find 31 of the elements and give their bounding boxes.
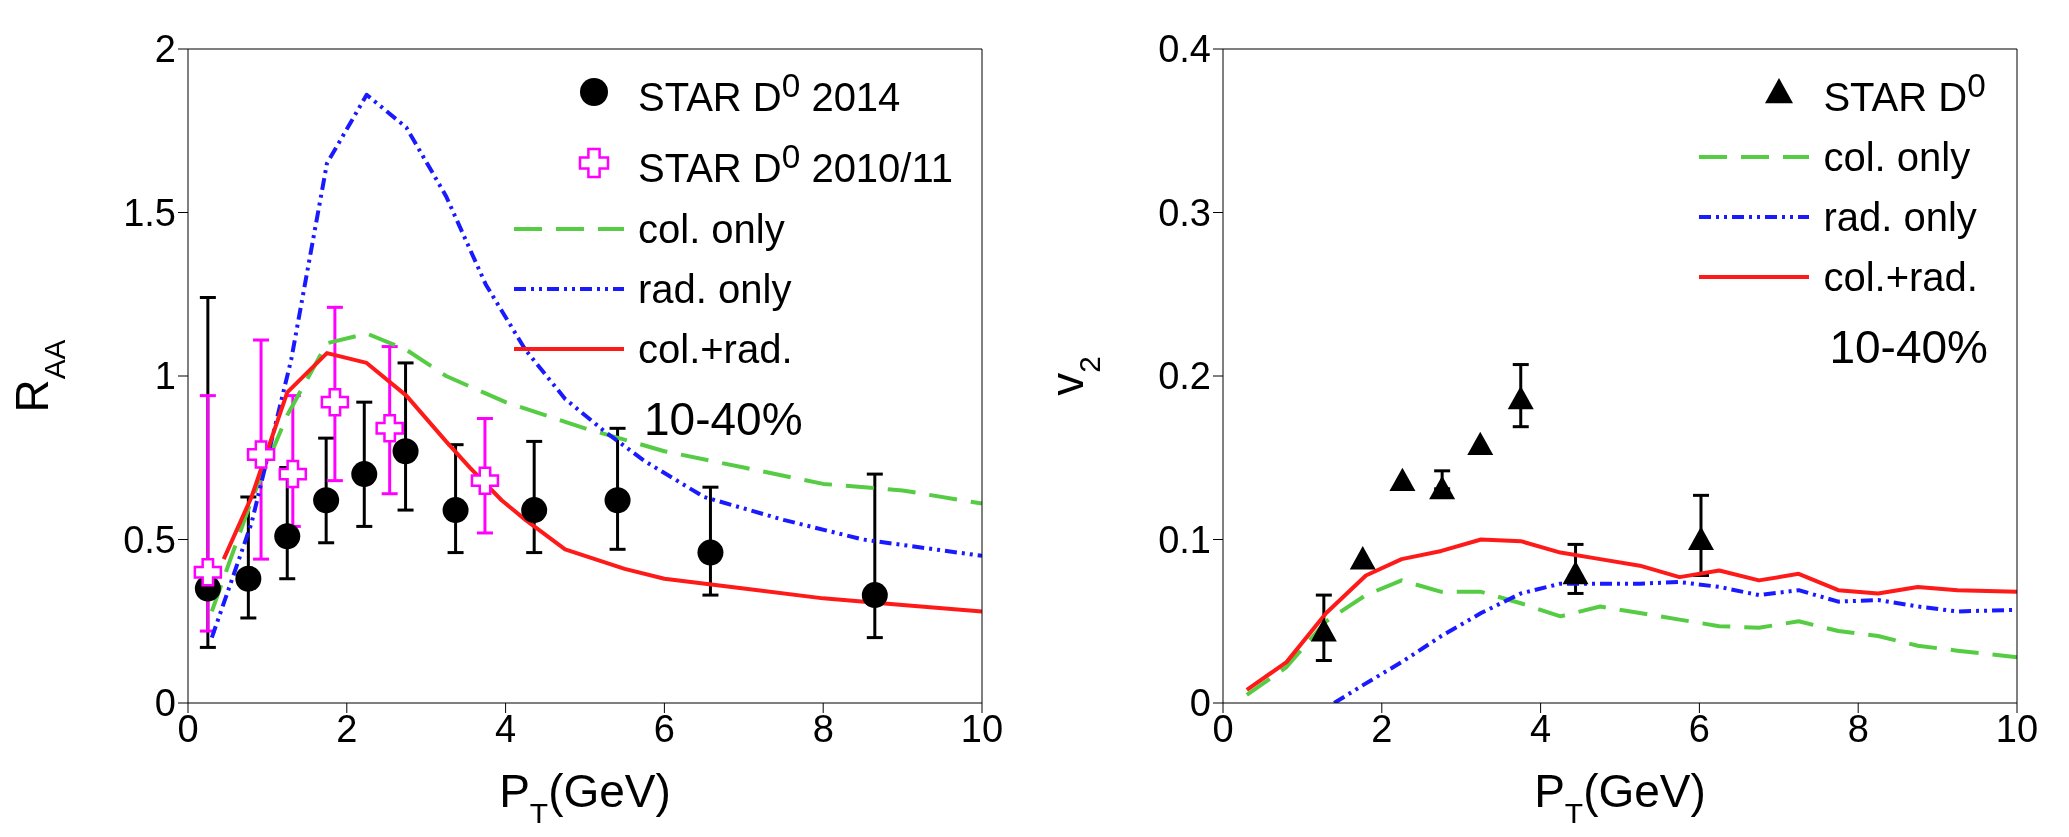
y-tick-label: 0.3: [1158, 191, 1211, 234]
legend-label: STAR D$^{0}$ 2010/11: [638, 137, 953, 193]
annotation: 10-40%: [1829, 320, 1988, 376]
x-tick-label: 8: [812, 707, 834, 750]
y-tick-label: 0.4: [1158, 28, 1211, 71]
x-tick-label: 2: [1371, 707, 1393, 750]
annotation: 10-40%: [644, 391, 804, 447]
x-tick-label: 6: [653, 707, 675, 750]
legend-label: col. only: [638, 205, 785, 253]
legend-label: rad. only: [638, 265, 792, 313]
x-tick-label: 8: [1847, 707, 1869, 750]
x-tick-label: 4: [1530, 707, 1552, 750]
x-axis-title: P$_{T}$(GeV): [1534, 765, 1706, 830]
x-tick-label: 2: [336, 707, 358, 750]
x-tick-label: 4: [495, 707, 517, 750]
y-tick-label: 0.1: [1158, 518, 1211, 561]
y-tick-label: 1: [154, 355, 176, 398]
y-tick-label: 1.5: [123, 191, 176, 234]
y-tick-label: 0.5: [123, 518, 176, 561]
legend-label: col.+rad.: [1823, 254, 1978, 302]
x-tick-label: 10: [1995, 707, 2039, 750]
x-axis-title: P$_{T}$(GeV): [499, 765, 671, 830]
x-tick-label: 10: [960, 707, 1004, 750]
x-tick-label: 6: [1688, 707, 1710, 750]
legend-label: col.+rad.: [638, 325, 793, 373]
legend-label: col. only: [1823, 134, 1971, 182]
y-tick-label: 0.2: [1158, 355, 1211, 398]
legend-label: STAR D$^{0}$: [1823, 66, 1986, 122]
legend-label: rad. only: [1823, 194, 1977, 242]
legend-label: STAR D$^{0}$ 2014: [638, 66, 901, 122]
y-tick-label: 2: [154, 28, 176, 71]
